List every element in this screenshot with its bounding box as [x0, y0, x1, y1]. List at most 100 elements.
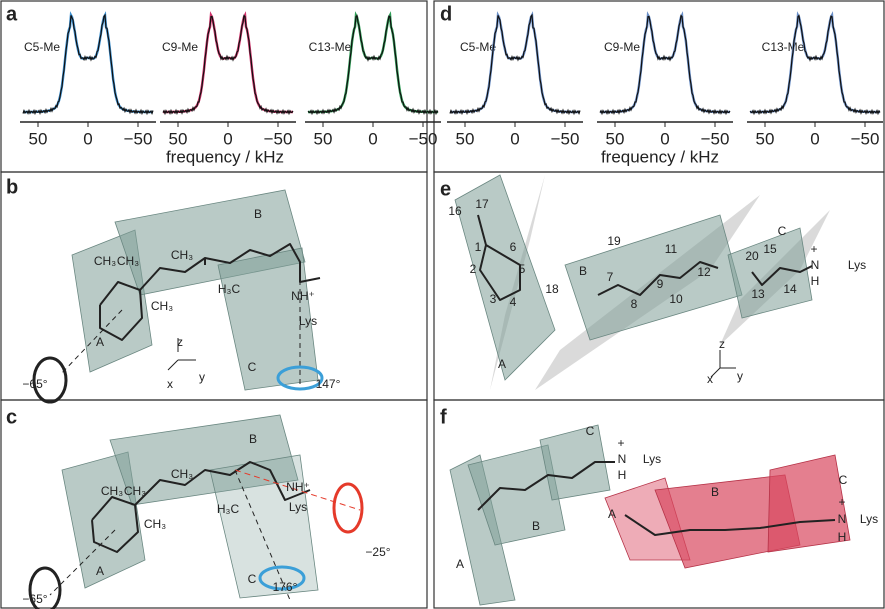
annotation: 13 — [751, 287, 765, 301]
tick-label: 0 — [223, 129, 232, 148]
spectrum-fit — [750, 15, 880, 112]
spectrum-fit — [23, 15, 153, 112]
tick-label: 50 — [606, 129, 625, 148]
panel-label: b — [6, 176, 18, 198]
annotation: A — [498, 357, 506, 371]
annotation: z — [719, 337, 725, 351]
annotation: Lys — [289, 500, 307, 514]
annotation: CH₃ — [171, 467, 193, 481]
tick-label: −50 — [701, 129, 730, 148]
figure: aC5-Me500−50C9-Me500−50C13-Me500−50frequ… — [0, 0, 885, 609]
annotation: H — [838, 530, 847, 544]
annotation: Lys — [860, 512, 878, 526]
annotation: z — [177, 335, 183, 349]
annotation: B — [254, 207, 262, 221]
annotation: H — [618, 468, 627, 482]
annotation: Lys — [848, 258, 866, 272]
annotation: C — [586, 424, 595, 438]
annotation: CH₃ — [151, 299, 173, 313]
spectrum — [163, 16, 293, 114]
annotation: 15 — [763, 242, 777, 256]
annotation: N — [838, 512, 847, 526]
panel-label: d — [440, 3, 452, 25]
annotation: 6 — [510, 240, 517, 254]
tick-label: −50 — [551, 129, 580, 148]
spectrum — [308, 16, 438, 114]
spectrum-fit — [600, 15, 730, 112]
annotation: CH₃ — [117, 254, 139, 268]
spectrum — [600, 16, 730, 114]
tick-label: 0 — [810, 129, 819, 148]
annotation: C — [778, 224, 787, 238]
annotation: 12 — [697, 265, 711, 279]
tick-label: −50 — [851, 129, 880, 148]
axes-icon — [711, 350, 736, 377]
annotation: B — [711, 485, 719, 499]
annotation: y — [737, 369, 743, 383]
annotation: −25° — [365, 545, 390, 559]
tick-label: 50 — [756, 129, 775, 148]
annotation: 19 — [607, 234, 621, 248]
annotation: N — [811, 258, 820, 272]
spectrum — [450, 15, 580, 113]
spectrum-name: C9-Me — [162, 40, 198, 54]
spectrum-name: C5-Me — [24, 40, 60, 54]
annotation: 5 — [519, 262, 526, 276]
axis-label: frequency / kHz — [601, 147, 719, 166]
panel-label: c — [6, 406, 17, 428]
annotation: 18 — [545, 282, 559, 296]
annotation: 147° — [316, 377, 341, 391]
retinal-model-e — [455, 175, 830, 390]
annotation: C — [248, 572, 257, 586]
annotation: Lys — [643, 452, 661, 466]
tick-label: −50 — [124, 129, 153, 148]
spectrum-name: C9-Me — [604, 40, 640, 54]
annotation: Lys — [299, 314, 317, 328]
annotation: 3 — [490, 292, 497, 306]
annotation: NH⁺ — [286, 480, 310, 494]
annotation: 20 — [745, 249, 759, 263]
annotation: 9 — [657, 277, 664, 291]
annotation: x — [707, 372, 713, 386]
annotation: 10 — [669, 292, 683, 306]
annotation: + — [617, 436, 624, 450]
annotation: N — [618, 452, 627, 466]
axis-label: frequency / kHz — [166, 147, 284, 166]
annotation: + — [810, 242, 817, 256]
annotation: CH₃ — [124, 484, 146, 498]
annotation: C — [248, 360, 257, 374]
annotation: A — [96, 564, 104, 578]
annotation: H₃C — [218, 282, 241, 296]
annotation: 176° — [273, 580, 298, 594]
annotation: NH⁺ — [291, 289, 315, 303]
spectrum-name: C5-Me — [460, 40, 496, 54]
panel-label: e — [440, 178, 451, 200]
tick-label: 0 — [368, 129, 377, 148]
annotation: A — [608, 507, 616, 521]
annotation: A — [96, 335, 104, 349]
annotation: C — [839, 473, 848, 487]
annotation: −65° — [22, 377, 47, 391]
spectrum-name: C13-Me — [309, 40, 352, 54]
annotation: H₃C — [217, 502, 240, 516]
spectrum-fit — [308, 15, 438, 112]
annotation: CH₃ — [171, 248, 193, 262]
annotation: B — [579, 264, 587, 278]
tick-label: 0 — [660, 129, 669, 148]
annotation: B — [249, 432, 257, 446]
tick-label: 50 — [314, 129, 333, 148]
spectrum-name: C13-Me — [762, 40, 805, 54]
tick-label: 0 — [83, 129, 92, 148]
tick-label: −50 — [264, 129, 293, 148]
annotation: 1 — [475, 240, 482, 254]
tick-label: 50 — [29, 129, 48, 148]
spectrum-fit — [163, 15, 293, 112]
annotation: B — [532, 519, 540, 533]
retinal-model-c — [30, 415, 362, 609]
spectrum — [750, 16, 880, 114]
annotation: 2 — [470, 262, 477, 276]
annotation: 16 — [448, 204, 462, 218]
annotation: A — [456, 557, 464, 571]
tick-label: −50 — [409, 129, 438, 148]
annotation: y — [199, 370, 205, 384]
